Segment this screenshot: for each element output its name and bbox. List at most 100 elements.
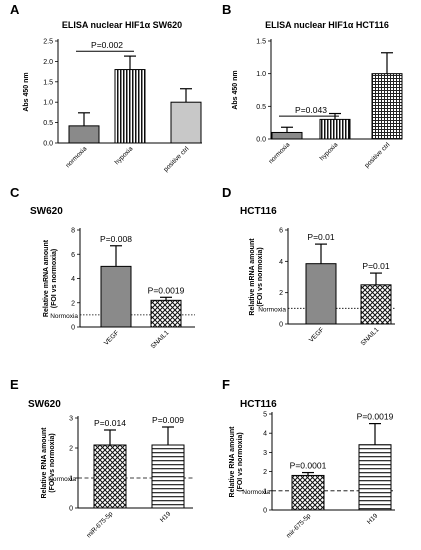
panel-f-bar-2	[358, 444, 392, 511]
panel-f-reference-label: Normoxia	[242, 489, 270, 496]
panel-c-plot: Normoxia VEGF SNAIL1 0 2 4 6 8 Relative mRNA amo…	[43, 228, 195, 350]
panel-b-bar-2	[319, 118, 351, 140]
panel-c-letter: C	[10, 185, 20, 200]
panel-f-y-tick-label: 5	[263, 412, 267, 419]
panel-f: F HCT116 Normoxia mir-675-5p H19 0 1 2 3 4 5 Rela…	[222, 377, 395, 540]
panel-a-letter: A	[10, 2, 20, 17]
panel-a-bar-3	[170, 101, 202, 144]
panel-b-category-label-2: hypoxia	[319, 141, 340, 162]
panel-d-plot: Normoxia VEGF SNAIL1 0 2 4 6 Relative mRNA amou…	[249, 228, 395, 347]
panel-e-bar-2	[151, 444, 185, 509]
panel-e-letter: E	[10, 377, 19, 392]
panel-c-bar-2	[150, 299, 182, 328]
panel-a-category-label-2: hypoxia	[114, 145, 135, 166]
panel-e-plot: Normoxia miR-675-5p H19 0 1 2 3 Relative RNA am…	[41, 415, 193, 539]
panel-d-y-axis-label: Relative mRNA amount	[249, 238, 256, 316]
panel-e-p-value-1: P=0.014	[94, 418, 126, 428]
panel-c-reference-label: Normoxia	[50, 313, 78, 320]
panel-c-category-label-1: VEGF	[103, 329, 120, 346]
panel-b-bar-3	[371, 73, 403, 140]
panel-a-category-label-1: normoxia	[65, 145, 89, 169]
panel-e-y-tick-label: 3	[69, 416, 73, 423]
panel-d-reference-label: Normoxia	[258, 306, 286, 313]
panel-a: A ELISA nuclear HIF1α SW620 normoxia hypo…	[10, 2, 202, 173]
panel-b-letter: B	[222, 2, 231, 17]
panel-d-y-axis-label: (FOI vs normoxia)	[257, 247, 264, 307]
panel-b-y-tick-label: 1.0	[256, 71, 266, 78]
panel-b-bar-1	[271, 131, 303, 140]
panel-c-p-value-1: P=0.008	[100, 234, 132, 244]
panel-b-p-value: P=0.043	[295, 105, 327, 115]
panel-a-y-tick-label: 0.0	[43, 141, 53, 148]
panel-f-y-axis-label: (FOI vs normoxia)	[237, 432, 244, 492]
panel-a-y-tick-label: 0.5	[43, 120, 53, 127]
panel-e-y-tick-label: 1	[69, 476, 73, 483]
panel-b-category-label-3: positive ctrl	[363, 141, 391, 169]
panel-e-p-value-2: P=0.009	[152, 415, 184, 425]
panel-f-category-label-1: mir-675-5p	[285, 512, 312, 539]
panel-c-y-tick-label: 4	[71, 276, 75, 283]
panel-c-bar-1	[100, 265, 132, 328]
panel-e-category-label-1: miR-675-5p	[85, 510, 114, 539]
panel-e-y-tick-label: 0	[69, 506, 73, 513]
panel-f-p-value-2: P=0.0019	[357, 412, 394, 422]
panel-c-y-tick-label: 8	[71, 228, 75, 235]
panel-c-category-label-2: SNAIL1	[150, 329, 171, 350]
panel-e-reference-label: Normoxia	[48, 476, 76, 483]
panel-b-title: ELISA nuclear HIF1α HCT116	[265, 20, 389, 30]
panel-a-y-tick-label: 1.0	[43, 100, 53, 107]
panel-f-p-value-1: P=0.0001	[290, 461, 327, 471]
panel-f-y-axis-label: Relative RNA amount	[229, 426, 236, 498]
panel-d-category-label-2: SNAIL1	[360, 326, 381, 347]
panel-c-y-axis-label: Relative mRNA amount	[43, 239, 50, 317]
panel-c-y-tick-label: 2	[71, 300, 75, 307]
panel-d-letter: D	[222, 185, 231, 200]
panel-e-name: SW620	[28, 399, 61, 410]
panel-f-name: HCT116	[240, 399, 277, 410]
panel-d-y-tick-label: 4	[279, 259, 283, 266]
panel-d-p-value-1: P=0.01	[307, 232, 334, 242]
panel-b: B ELISA nuclear HIF1α HCT116 normoxia hyp…	[222, 2, 403, 169]
panel-b-y-tick-label: 0.0	[256, 137, 266, 144]
panel-c-p-value-2: P=0.0019	[148, 285, 185, 295]
panel-a-y-tick-label: 1.5	[43, 79, 53, 86]
panel-f-y-tick-label: 1	[263, 488, 267, 495]
panel-b-y-axis-label: Abs 450 nm	[232, 70, 239, 109]
panel-a-plot: normoxia hypoxia positive ctrl 0.0 0.5 1.0 1.5…	[23, 39, 202, 173]
panel-d-y-tick-label: 0	[279, 322, 283, 329]
panel-d: D HCT116 Normoxia VEGF SNAIL1 0 2 4 6 Relative …	[222, 185, 395, 347]
panel-a-y-axis-label: Abs 450 nm	[23, 72, 30, 111]
panel-e-y-tick-label: 2	[69, 446, 73, 453]
panel-b-y-tick-label: 0.5	[256, 104, 266, 111]
panel-b-y-tick-label: 1.5	[256, 39, 266, 46]
panel-d-bar-1	[305, 263, 337, 325]
panel-c-y-tick-label: 6	[71, 252, 75, 259]
panel-d-p-value-2: P=0.01	[362, 261, 389, 271]
panel-c-y-tick-label: 0	[71, 325, 75, 332]
panel-c-name: SW620	[30, 206, 63, 217]
panel-b-category-label-1: normoxia	[268, 141, 292, 165]
panel-f-y-tick-label: 0	[263, 508, 267, 515]
panel-a-category-label-3: positive ctrl	[162, 145, 190, 173]
panel-f-plot: Normoxia mir-675-5p H19 0 1 2 3 4 5 Relative RNA …	[229, 412, 395, 540]
panel-d-name: HCT116	[240, 206, 277, 217]
panel-c: C SW620 Normoxia VEGF SNAIL1 0 2 4 6 8 Relative …	[10, 185, 195, 350]
panel-e-category-label-2: H19	[159, 510, 173, 524]
panel-f-bar-1	[291, 474, 325, 511]
panel-a-bar-2	[114, 69, 146, 144]
panel-e-y-axis-label: Relative RNA amount	[41, 427, 48, 499]
panel-a-p-value: P=0.002	[91, 40, 123, 50]
panel-f-y-tick-label: 4	[263, 431, 267, 438]
panel-a-bar-1	[68, 125, 100, 144]
panel-f-y-tick-label: 2	[263, 469, 267, 476]
panel-a-y-tick-label: 2.5	[43, 39, 53, 46]
panel-f-category-label-2: H19	[366, 512, 380, 526]
panel-e-bar-1	[93, 444, 127, 509]
panel-e: E SW620 Normoxia miR-675-5p H19 0 1 2 3 Relativ…	[10, 377, 193, 539]
panel-f-letter: F	[222, 377, 230, 392]
panel-d-category-label-1: VEGF	[308, 326, 325, 343]
panel-e-y-axis-label: (FOI vs normoxia)	[49, 433, 56, 493]
panel-a-title: ELISA nuclear HIF1α SW620	[62, 20, 182, 30]
panel-a-y-tick-label: 2.0	[43, 59, 53, 66]
